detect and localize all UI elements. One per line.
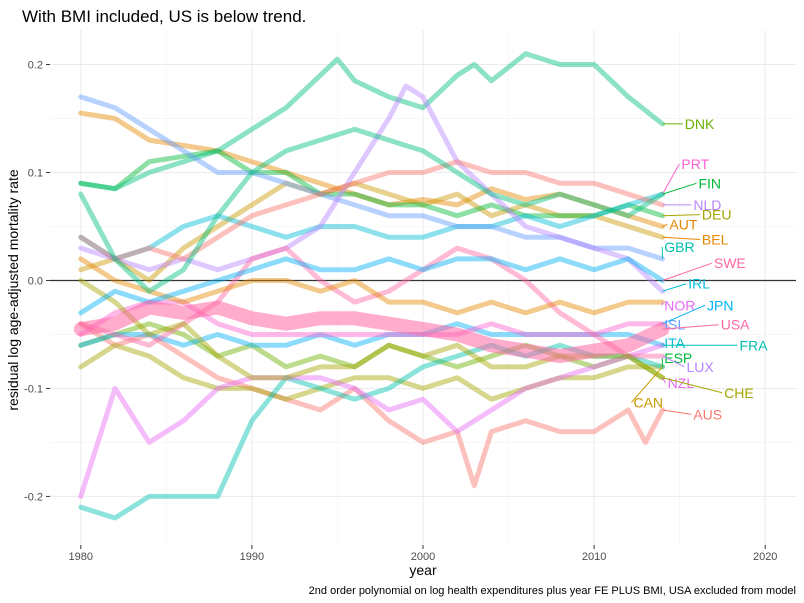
end-label-fra: FRA xyxy=(740,337,769,353)
end-label-jpn: JPN xyxy=(707,297,733,313)
series-line-ita xyxy=(78,342,665,499)
end-label-usa: USA xyxy=(721,317,750,333)
series-line-aus xyxy=(78,321,665,489)
end-label-isl: ISL xyxy=(664,317,685,333)
y-tick-label: 0.2 xyxy=(28,60,43,72)
end-label-prt: PRT xyxy=(681,156,709,172)
end-label-nor: NOR xyxy=(664,297,695,313)
series-line-swe xyxy=(78,256,665,316)
series-line-deu xyxy=(78,148,665,219)
x-tick-label: 2000 xyxy=(411,551,435,563)
y-tick-label: 0.1 xyxy=(28,168,43,180)
y-tick-label: 0.0 xyxy=(28,275,43,287)
x-tick-label: 2020 xyxy=(753,551,777,563)
label-leader-can xyxy=(631,366,663,403)
end-label-lux: LUX xyxy=(686,359,714,375)
series-line-esp xyxy=(78,342,665,521)
end-label-nzl: NZL xyxy=(668,375,695,391)
end-label-aut: AUT xyxy=(669,216,697,232)
end-label-ita: ITA xyxy=(664,335,685,351)
label-leader-deu xyxy=(662,214,700,217)
end-label-gbr: GBR xyxy=(664,239,694,255)
series-line-fin xyxy=(78,191,665,262)
series-line-nld xyxy=(78,159,665,262)
end-label-swe: SWE xyxy=(714,255,746,271)
series-line-jpn xyxy=(78,299,665,337)
label-leader-bel xyxy=(662,236,700,240)
x-tick-label: 2010 xyxy=(582,551,606,563)
label-leader-nzl xyxy=(662,377,667,384)
end-label-bel: BEL xyxy=(702,231,729,247)
end-label-fin: FIN xyxy=(698,175,721,191)
end-label-esp: ESP xyxy=(664,350,692,366)
end-label-che: CHE xyxy=(724,385,754,401)
label-leader-usa xyxy=(662,324,719,330)
end-label-deu: DEU xyxy=(702,207,732,223)
chart-title: With BMI included, US is below trend. xyxy=(22,7,306,26)
label-leader-jpn xyxy=(662,304,706,325)
label-leader-fin xyxy=(662,182,697,195)
series-line-irl xyxy=(78,83,665,294)
label-leader-irl xyxy=(662,283,687,292)
series-line-aut xyxy=(78,110,665,229)
series-line-nor xyxy=(78,256,665,316)
series-line-usa xyxy=(73,300,670,364)
x-tick-label: 1990 xyxy=(240,551,264,563)
series-line-lux xyxy=(78,245,665,359)
series-line-can xyxy=(78,342,665,402)
end-label-irl: IRL xyxy=(688,276,710,292)
label-leader-prt xyxy=(662,163,680,195)
end-label-aus: AUS xyxy=(693,406,722,422)
series-line-gbr xyxy=(78,94,665,262)
series-line-dnk xyxy=(78,51,665,192)
series-line-fra xyxy=(78,321,665,348)
y-axis-ticks: -0.2 -0.1 0.0 0.1 0.2 xyxy=(24,60,50,503)
label-leader-aut xyxy=(662,223,668,227)
x-axis-title: year xyxy=(409,562,437,578)
series-line-bel xyxy=(78,180,665,283)
usa-band xyxy=(73,300,670,364)
series-line-prt xyxy=(78,126,665,294)
y-axis-title: residual log age-adjusted mortality rate xyxy=(5,169,21,410)
series-lines xyxy=(78,51,665,521)
y-tick-label: -0.2 xyxy=(24,491,43,503)
chart-caption: 2nd order polynomial on log health expen… xyxy=(309,585,796,597)
end-label-can: CAN xyxy=(633,394,663,410)
label-leader-lux xyxy=(662,355,685,368)
label-leader-swe xyxy=(662,262,713,281)
y-tick-label: -0.1 xyxy=(24,383,43,395)
end-label-dnk: DNK xyxy=(685,116,715,132)
x-tick-label: 1980 xyxy=(69,551,93,563)
end-label-nld: NLD xyxy=(693,197,721,213)
label-leader-aus xyxy=(662,409,692,415)
label-leader-che xyxy=(662,377,723,394)
x-axis-ticks: 1980 1990 2000 2010 2020 xyxy=(69,545,777,563)
